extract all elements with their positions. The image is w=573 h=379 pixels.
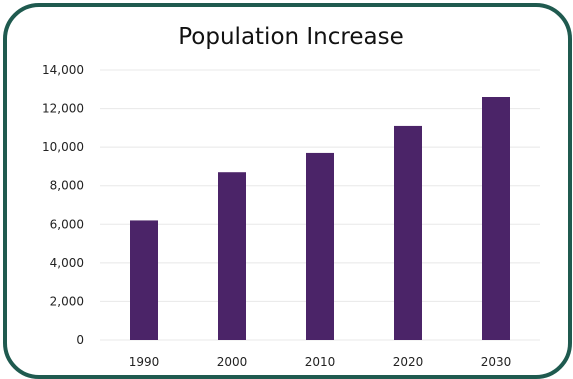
bar-2010 [306, 152, 334, 340]
bar-1990 [130, 220, 158, 340]
y-tick-label: 4,000 [50, 256, 84, 270]
x-tick-label: 2020 [393, 355, 424, 369]
y-tick-label: 6,000 [50, 217, 84, 231]
y-tick-label: 10,000 [42, 140, 84, 154]
y-tick-label: 8,000 [50, 179, 84, 193]
y-tick-label: 12,000 [42, 102, 84, 116]
x-tick-label: 2010 [305, 355, 336, 369]
y-axis-tick-labels: 0 2,000 4,000 6,000 8,000 10,000 12,000 14,000 [42, 63, 84, 347]
bar-2030 [482, 97, 510, 340]
x-tick-label: 2030 [481, 355, 512, 369]
bar-2000 [218, 172, 246, 340]
chart-title: Population Increase [178, 24, 404, 50]
y-tick-label: 0 [76, 333, 84, 347]
bar-2020 [394, 125, 422, 340]
x-tick-label: 2000 [217, 355, 248, 369]
bars [130, 97, 510, 340]
x-axis-tick-labels: 1990 2000 2010 2020 2030 [129, 355, 512, 369]
chart-frame [3, 3, 572, 379]
y-tick-label: 14,000 [42, 63, 84, 77]
x-tick-label: 1990 [129, 355, 160, 369]
y-tick-label: 2,000 [50, 294, 84, 308]
